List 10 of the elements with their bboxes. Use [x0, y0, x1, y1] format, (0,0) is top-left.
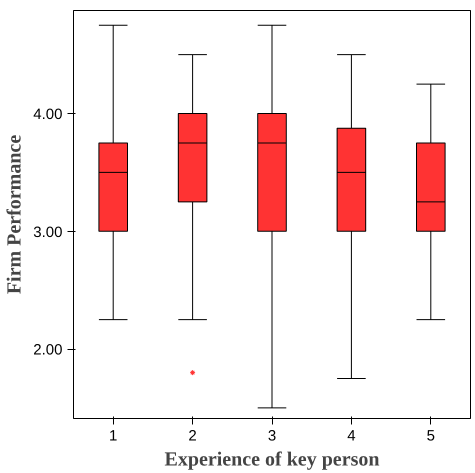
y-axis-title: Firm Performance [3, 134, 26, 294]
x-tick-label: 2 [188, 428, 197, 444]
x-tick-label: 3 [268, 428, 276, 444]
x-tick-label: 1 [109, 428, 118, 444]
x-tick-label: 5 [426, 428, 435, 444]
x-axis-title: Experience of key person [164, 448, 380, 470]
y-tick-label: 4.00 [33, 106, 63, 124]
y-tick-label: 2.00 [33, 342, 63, 359]
x-tick-label: 4 [347, 428, 356, 444]
y-tick-label: 3.00 [33, 224, 63, 241]
